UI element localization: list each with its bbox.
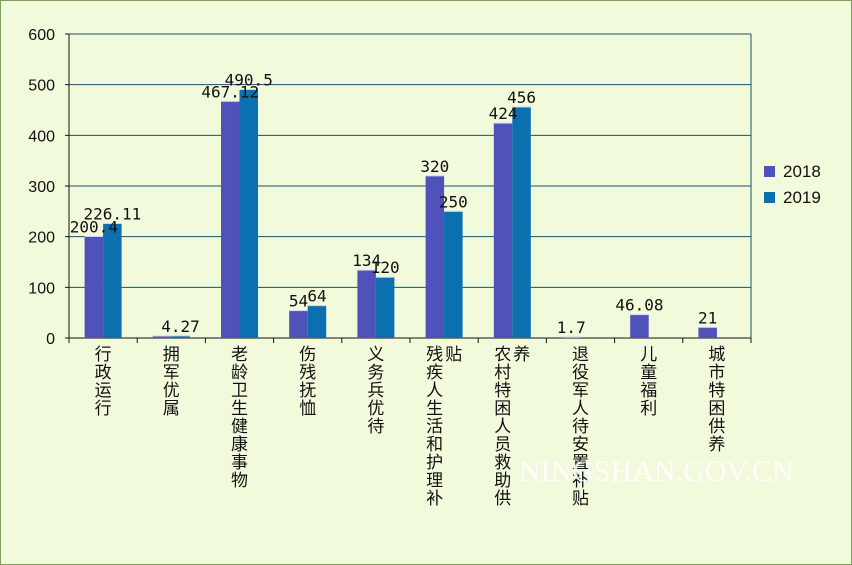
y-tick-label: 100 <box>28 280 55 297</box>
data-label: 490.5 <box>225 70 273 89</box>
legend-label-2018: 2018 <box>783 162 821 181</box>
category-label: 城市特困供养 <box>708 345 725 455</box>
data-label: 200.4 <box>70 217 118 236</box>
bar-2018-7 <box>493 123 513 338</box>
watermark: NINGSHAN.GOV.CN <box>519 455 793 488</box>
bar-2019-3 <box>239 89 258 338</box>
data-labels: 200.4 467.12 54 134 320 424 1.7 46.08 21 226.11 4.… <box>70 70 718 337</box>
y-tick-label: 500 <box>28 78 55 95</box>
data-label: 46.08 <box>615 296 663 315</box>
bar-2018-5 <box>357 270 376 338</box>
y-tick-label: 600 <box>28 27 55 44</box>
legend: 2018 2019 <box>764 162 821 207</box>
data-label: 120 <box>371 258 400 277</box>
data-label: 54 <box>289 292 308 311</box>
gridlines <box>69 33 751 338</box>
bar-2019-2 <box>171 335 190 338</box>
y-axis-ticks: 0 100 200 300 400 500 600 <box>28 27 69 348</box>
data-label: 424 <box>489 104 518 123</box>
bar-2019-4 <box>307 305 327 338</box>
category-label: 老龄卫生健康事物 <box>231 345 248 491</box>
y-tick-label: 0 <box>46 331 55 348</box>
y-tick-label: 200 <box>28 230 55 247</box>
category-label: 儿童福利 <box>640 345 657 419</box>
bar-2018-1 <box>84 236 104 338</box>
bar-2019-7 <box>512 106 531 339</box>
data-label: 226.11 <box>83 204 141 223</box>
category-label: 义务兵优待 <box>367 345 384 437</box>
bar-2018-6 <box>425 175 445 338</box>
bar-2018-10 <box>698 327 717 338</box>
y-tick-label: 300 <box>28 179 55 196</box>
bar-2019-1 <box>103 223 122 338</box>
legend-swatch-2019 <box>764 192 775 203</box>
bar-2018-9 <box>630 314 649 338</box>
legend-swatch-2018 <box>764 166 775 177</box>
data-label: 250 <box>439 192 468 211</box>
bar-2018-4 <box>289 310 308 338</box>
bar-2019-5 <box>375 277 395 338</box>
data-label: 21 <box>698 308 717 327</box>
data-label: 4.27 <box>161 317 200 336</box>
legend-label-2019: 2019 <box>783 188 821 207</box>
data-label: 320 <box>420 157 449 176</box>
category-label: 伤残抚恤 <box>299 345 316 419</box>
bar-2018-3 <box>221 101 240 338</box>
data-label: 134 <box>352 251 381 270</box>
data-label: 1.7 <box>557 318 586 337</box>
category-labels: 行政运行 拥军优属 老龄卫生健康事物 伤残抚恤 义务兵优待 残疾人生活和护理补贴 农村特困人… <box>95 345 726 509</box>
data-label: 456 <box>507 88 536 107</box>
bars <box>84 88 717 339</box>
category-label: 行政运行 <box>95 345 112 419</box>
bar-2019-6 <box>444 211 463 338</box>
category-label: 拥军优属 <box>163 345 180 419</box>
data-label: 467.12 <box>201 82 259 101</box>
category-label: 残疾人生活和护理补贴 <box>426 345 462 509</box>
category-label: 退役军人待安置补贴 <box>572 345 589 509</box>
data-label: 64 <box>307 287 326 306</box>
bar-2018-2 <box>152 335 172 338</box>
category-label: 农村特困人员救助供养 <box>494 345 530 509</box>
y-tick-label: 400 <box>28 128 55 145</box>
